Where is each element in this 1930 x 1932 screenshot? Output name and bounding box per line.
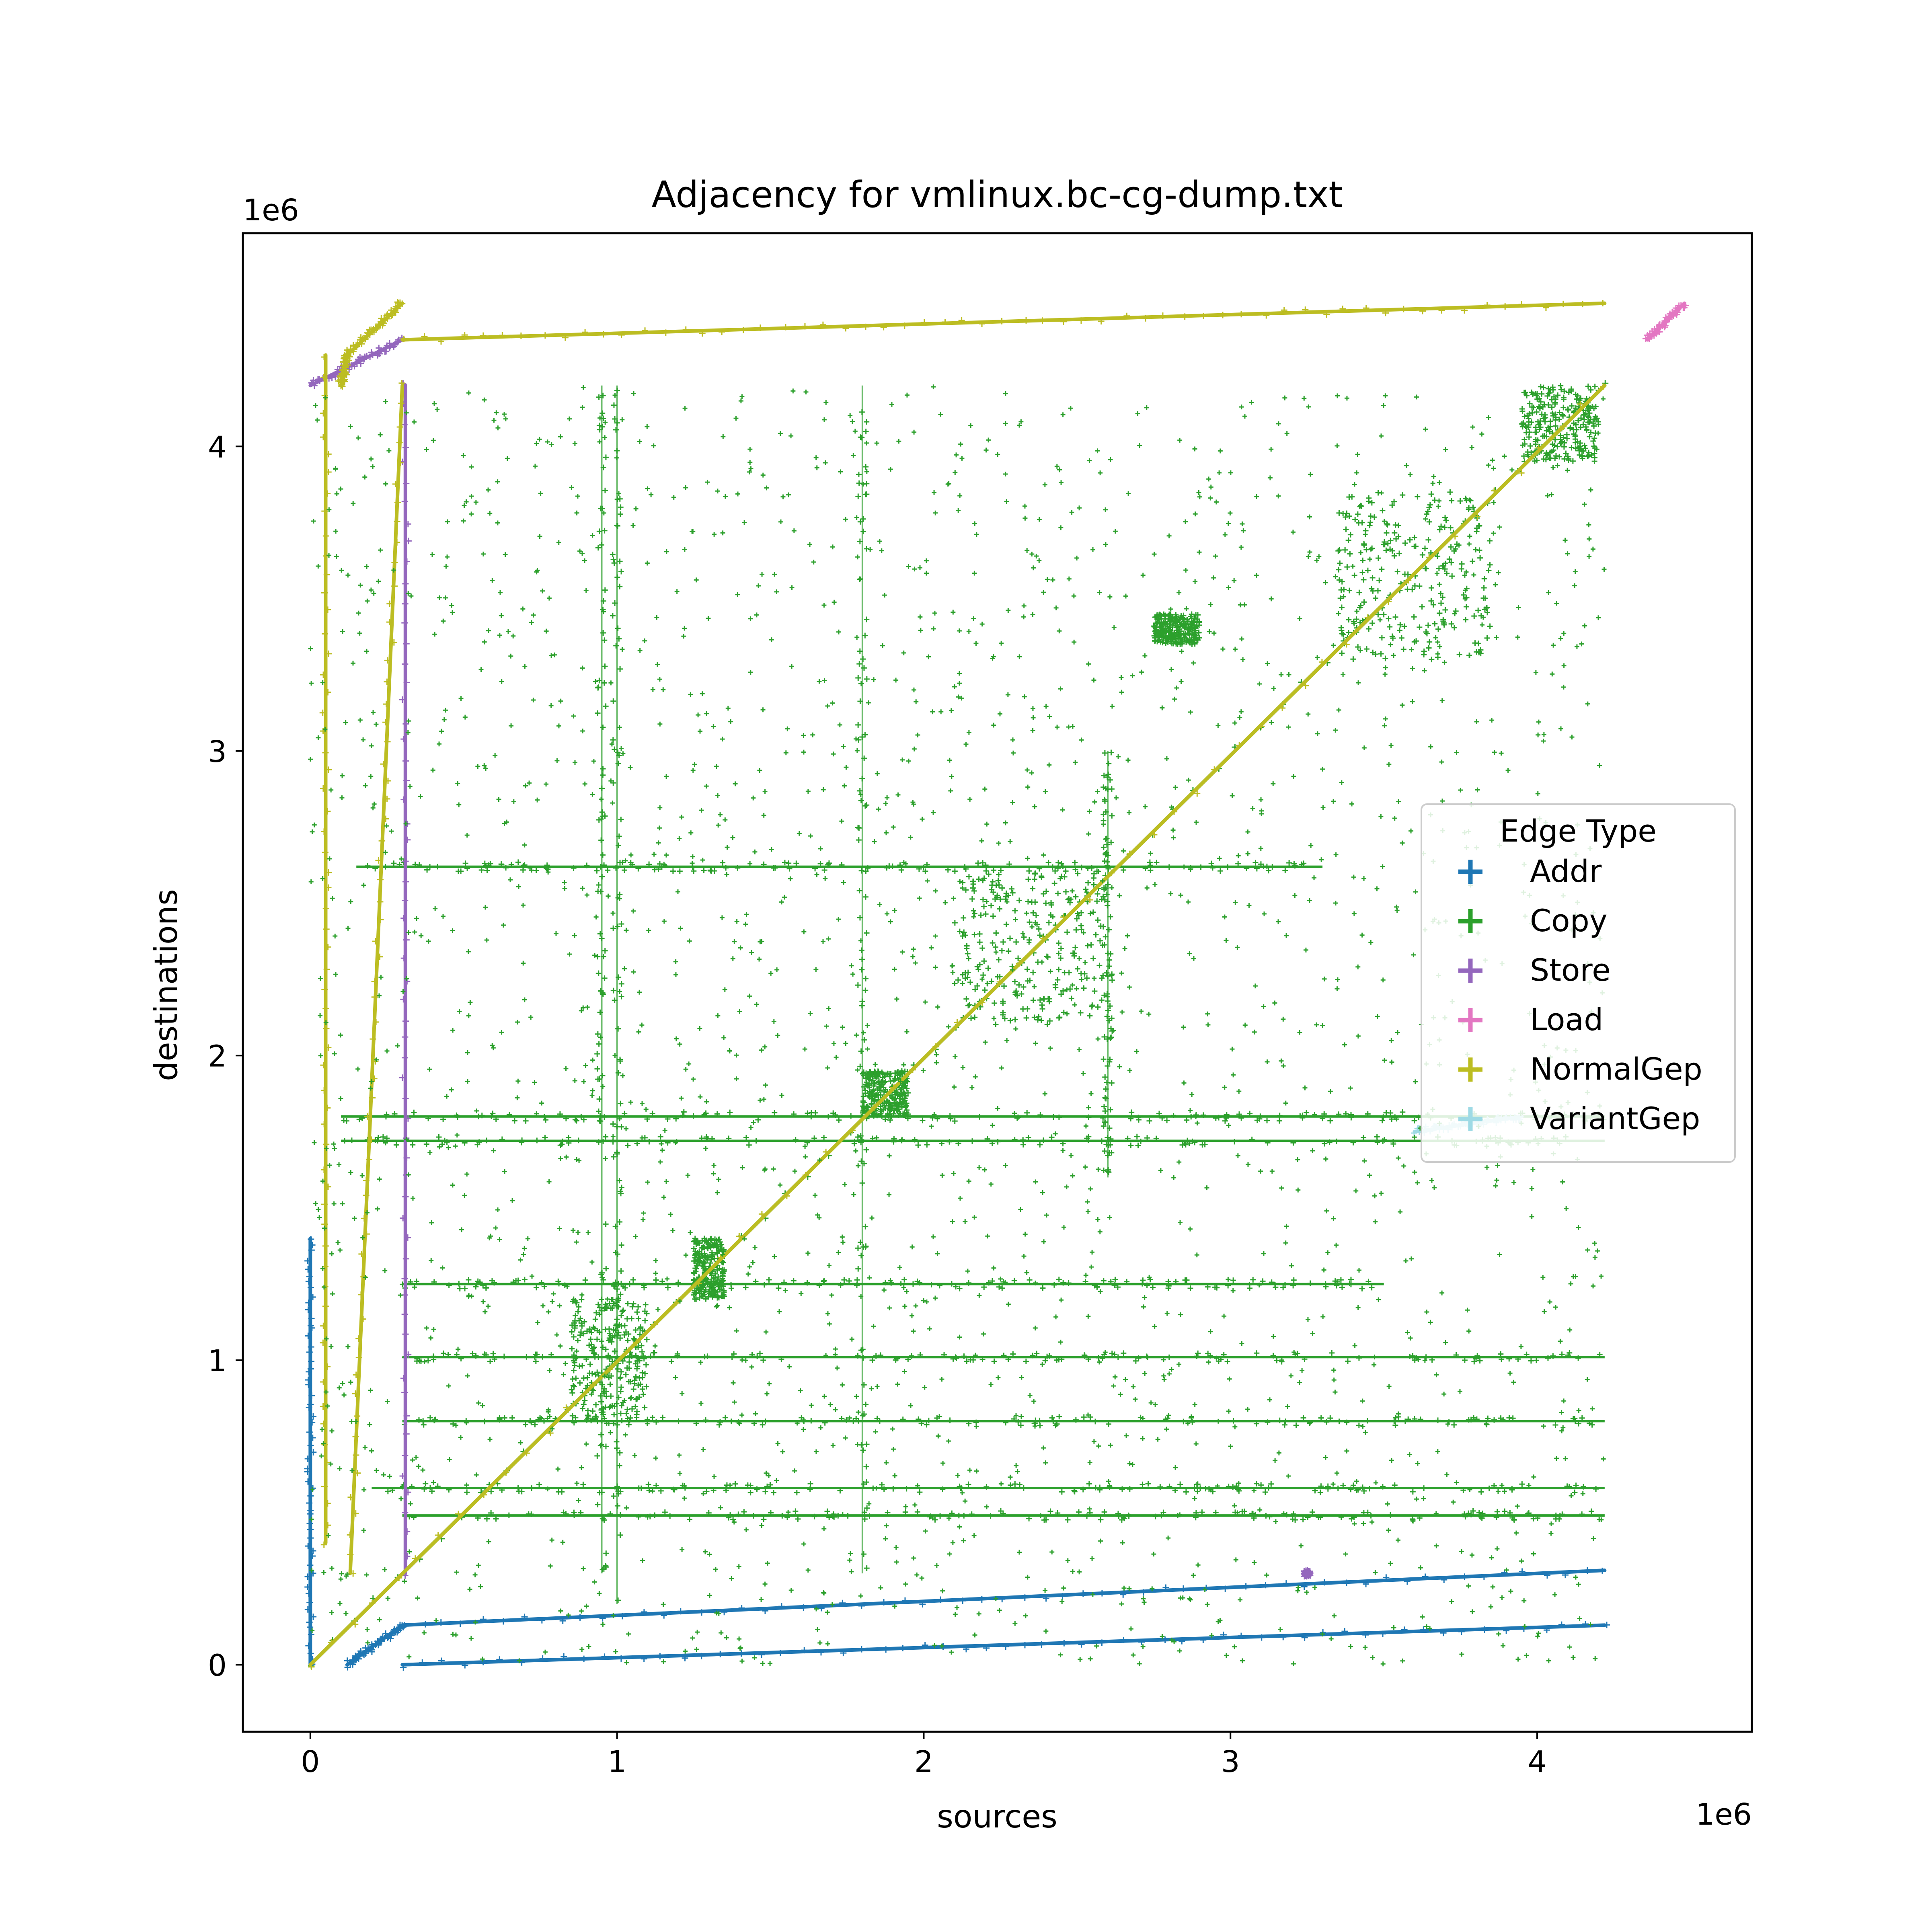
legend-entry-variantgep: VariantGep [1458,1100,1700,1136]
legend-entry-load: Load [1458,1002,1603,1037]
chart-title: Adjacency for vmlinux.bc-cg-dump.txt [651,174,1343,216]
legend-marker [1458,959,1482,983]
y-tick-label: 1 [208,1344,227,1378]
y-tick-label: 0 [208,1648,227,1683]
x-tick-label: 3 [1221,1745,1240,1779]
legend-marker [1458,860,1482,884]
x-tick-label: 2 [914,1745,933,1779]
plot-frame [242,232,1753,1733]
legend-marker [1458,909,1482,933]
y-tick-label: 2 [208,1039,227,1074]
legend-label: Addr [1530,853,1602,889]
x-offset-label: 1e6 [1696,1797,1752,1832]
legend-marker [1458,1008,1482,1032]
legend-title: Edge Type [1500,813,1657,849]
legend-entry-addr: Addr [1458,853,1602,889]
legend-box [1421,803,1736,1163]
x-tick-label: 1 [608,1745,626,1779]
series-load [1642,301,1689,342]
y-tick-label: 3 [208,735,227,769]
legend-marker [1458,1107,1482,1131]
legend-entry-copy: Copy [1458,903,1608,938]
legend-entries: Addr Copy Store Load NormalGep VariantGep [1458,853,1702,1136]
series-addr [304,1236,1610,1671]
legend-label: Load [1530,1002,1603,1037]
axis-ticks: 0 1 2 3 4 0 1 2 3 4 [208,430,1547,1779]
series-copy-noise [308,384,1607,1667]
legend-label: Store [1530,952,1611,988]
y-offset-label: 1e6 [243,193,299,228]
legend-label: NormalGep [1530,1051,1702,1087]
legend-marker [1458,1057,1482,1082]
legend-entry-store: Store [1458,952,1611,988]
y-axis-label: destinations [148,889,185,1081]
series-store [308,335,1314,1580]
x-tick-label: 0 [301,1745,320,1779]
legend: Edge Type Addr Copy Store Load NormalGep Vari… [1421,803,1736,1163]
legend-label: VariantGep [1530,1100,1700,1136]
series-normalgep [308,299,1607,1670]
x-tick-label: 4 [1528,1745,1546,1779]
legend-entry-normalgep: NormalGep [1458,1051,1702,1087]
x-axis-label: sources [937,1799,1057,1835]
legend-label: Copy [1530,903,1608,938]
y-tick-label: 4 [208,430,227,464]
